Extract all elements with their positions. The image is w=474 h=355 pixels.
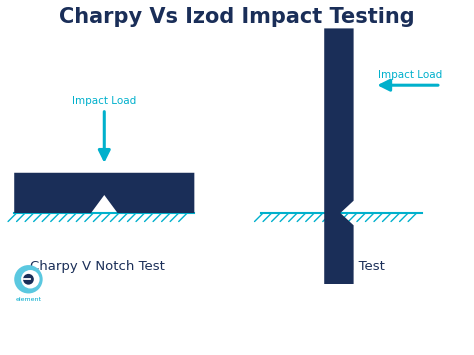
Text: Izod Test: Izod Test bbox=[327, 260, 384, 273]
Polygon shape bbox=[14, 173, 194, 213]
Text: element: element bbox=[16, 297, 41, 302]
Circle shape bbox=[21, 270, 40, 289]
Text: Charpy Vs Izod Impact Testing: Charpy Vs Izod Impact Testing bbox=[59, 7, 415, 27]
Text: Charpy V Notch Test: Charpy V Notch Test bbox=[30, 260, 164, 273]
Circle shape bbox=[14, 265, 43, 294]
Circle shape bbox=[23, 274, 34, 285]
Text: Impact Load: Impact Load bbox=[377, 70, 442, 81]
Polygon shape bbox=[324, 28, 354, 284]
Text: Impact Load: Impact Load bbox=[72, 95, 137, 105]
